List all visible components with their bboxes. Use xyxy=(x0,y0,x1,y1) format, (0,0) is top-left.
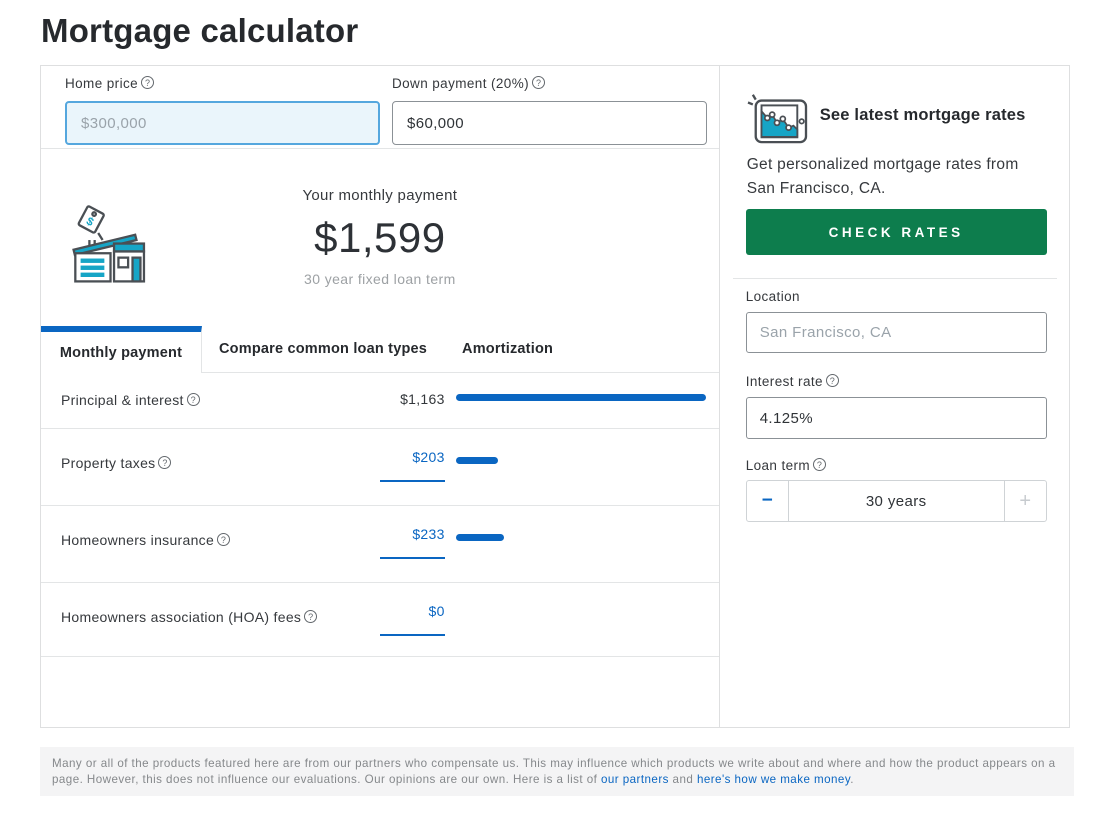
tab-compare-loan-types[interactable]: Compare common loan types xyxy=(219,341,428,357)
monthly-payment-amount: $1,599 xyxy=(314,214,446,261)
tab-monthly-payment-label: Monthly payment xyxy=(59,344,183,361)
loan-inputs-section: Home price? Down payment (20%)? xyxy=(41,66,719,149)
down-payment-label: Down payment (20%) xyxy=(392,76,530,91)
home-price-input[interactable] xyxy=(65,101,380,145)
row-label: Homeowners association (HOA) fees? xyxy=(61,609,318,625)
payment-breakdown-list: Principal & interest? $1,163 Property ta… xyxy=(41,373,719,657)
home-price-help-icon[interactable]: ? xyxy=(141,76,155,89)
location-label: Location xyxy=(745,289,800,304)
property-taxes-bar xyxy=(456,457,498,464)
loan-term-value: 30 years xyxy=(865,492,927,510)
home-price-field-group: Home price? xyxy=(65,75,380,145)
row-label: Property taxes? xyxy=(61,455,172,471)
down-payment-field-group: Down payment (20%)? xyxy=(392,75,707,145)
hoa-fees-help-icon[interactable]: ? xyxy=(304,610,318,623)
check-rates-button[interactable]: CHECK RATES xyxy=(745,209,1047,255)
location-input[interactable] xyxy=(745,312,1047,353)
row-label: Principal & interest? xyxy=(61,392,200,408)
our-partners-link[interactable]: our partners xyxy=(600,773,669,786)
loan-term-decrement-button[interactable]: − xyxy=(747,481,789,521)
calculator-main: Home price? Down payment (20%)? $ xyxy=(41,66,720,727)
loan-term-help-icon[interactable]: ? xyxy=(813,458,827,471)
loan-term-label: Loan term? xyxy=(746,458,827,473)
property-taxes-editable-value[interactable]: $203 xyxy=(379,449,445,482)
tabs-inactive-group: Compare common loan types Amortization xyxy=(202,326,719,373)
interest-rate-help-icon[interactable]: ? xyxy=(825,374,839,387)
results-tabs: Monthly payment Compare common loan type… xyxy=(41,326,719,373)
rates-promo-description: Get personalized mortgage rates from San… xyxy=(746,156,1019,197)
interest-rate-label: Interest rate? xyxy=(746,374,839,389)
monthly-payment-hero: $ xyxy=(41,149,719,326)
monthly-payment-heading: Your monthly payment xyxy=(302,187,458,204)
advertiser-disclosure: Many or all of the products featured her… xyxy=(40,747,1074,796)
svg-text:$: $ xyxy=(84,215,96,229)
breakdown-row-homeowners-insurance: Homeowners insurance? $233 xyxy=(41,506,719,583)
monthly-payment-summary: Your monthly payment $1,599 30 year fixe… xyxy=(41,149,719,287)
house-icon: $ xyxy=(72,205,146,283)
loan-term-subtext: 30 year fixed loan term xyxy=(304,271,456,287)
interest-rate-input[interactable] xyxy=(745,397,1047,439)
homeowners-insurance-editable-value[interactable]: $233 xyxy=(379,526,445,559)
calculator-panel: Home price? Down payment (20%)? $ xyxy=(40,65,1070,728)
homeowners-insurance-help-icon[interactable]: ? xyxy=(217,533,231,546)
row-value: $1,163 xyxy=(400,391,445,407)
sidebar-divider xyxy=(732,278,1057,279)
breakdown-row-principal-interest: Principal & interest? $1,163 xyxy=(41,373,719,429)
loan-term-increment-button[interactable]: + xyxy=(1003,481,1046,521)
tab-amortization[interactable]: Amortization xyxy=(462,341,554,357)
tab-monthly-payment[interactable]: Monthly payment xyxy=(41,326,202,373)
breakdown-row-hoa-fees: Homeowners association (HOA) fees? $0 xyxy=(41,583,719,657)
page-title: Mortgage calculator xyxy=(41,12,359,49)
disclosure-text: Many or all of the products featured her… xyxy=(52,757,1056,786)
principal-interest-bar xyxy=(456,394,706,401)
down-payment-input[interactable] xyxy=(392,101,707,145)
rates-sidebar: See latest mortgage rates Get personaliz… xyxy=(720,66,1069,727)
hoa-fees-editable-value[interactable]: $0 xyxy=(379,603,445,636)
row-label: Homeowners insurance? xyxy=(61,532,231,548)
property-taxes-help-icon[interactable]: ? xyxy=(158,456,172,469)
principal-interest-help-icon[interactable]: ? xyxy=(186,393,200,406)
home-price-label: Home price xyxy=(65,76,139,91)
homeowners-insurance-bar xyxy=(456,534,504,541)
rates-promo-heading: See latest mortgage rates xyxy=(819,106,1026,124)
how-we-make-money-link[interactable]: here's how we make money xyxy=(696,773,851,786)
down-payment-help-icon[interactable]: ? xyxy=(532,76,546,89)
mortgage-rates-chart-icon xyxy=(747,94,807,144)
loan-term-stepper: − 30 years + xyxy=(745,480,1047,522)
breakdown-row-property-taxes: Property taxes? $203 xyxy=(41,429,719,506)
